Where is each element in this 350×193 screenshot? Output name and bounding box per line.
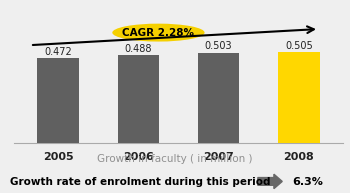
Text: 0.503: 0.503 [205, 41, 232, 51]
Ellipse shape [112, 24, 205, 41]
Text: 0.505: 0.505 [285, 41, 313, 51]
Text: CAGR 2.28%: CAGR 2.28% [122, 28, 195, 38]
Text: 0.488: 0.488 [125, 44, 152, 54]
Bar [198, 53, 239, 143]
Bar [278, 52, 320, 143]
Bar [37, 58, 79, 143]
Text: 6.3%: 6.3% [292, 177, 323, 187]
Text: Growth in faculty ( in million ): Growth in faculty ( in million ) [97, 154, 253, 164]
Text: Growth rate of enrolment during this period: Growth rate of enrolment during this per… [10, 177, 271, 187]
Text: 0.472: 0.472 [44, 47, 72, 57]
Bar [118, 55, 159, 143]
FancyArrow shape [258, 174, 282, 189]
